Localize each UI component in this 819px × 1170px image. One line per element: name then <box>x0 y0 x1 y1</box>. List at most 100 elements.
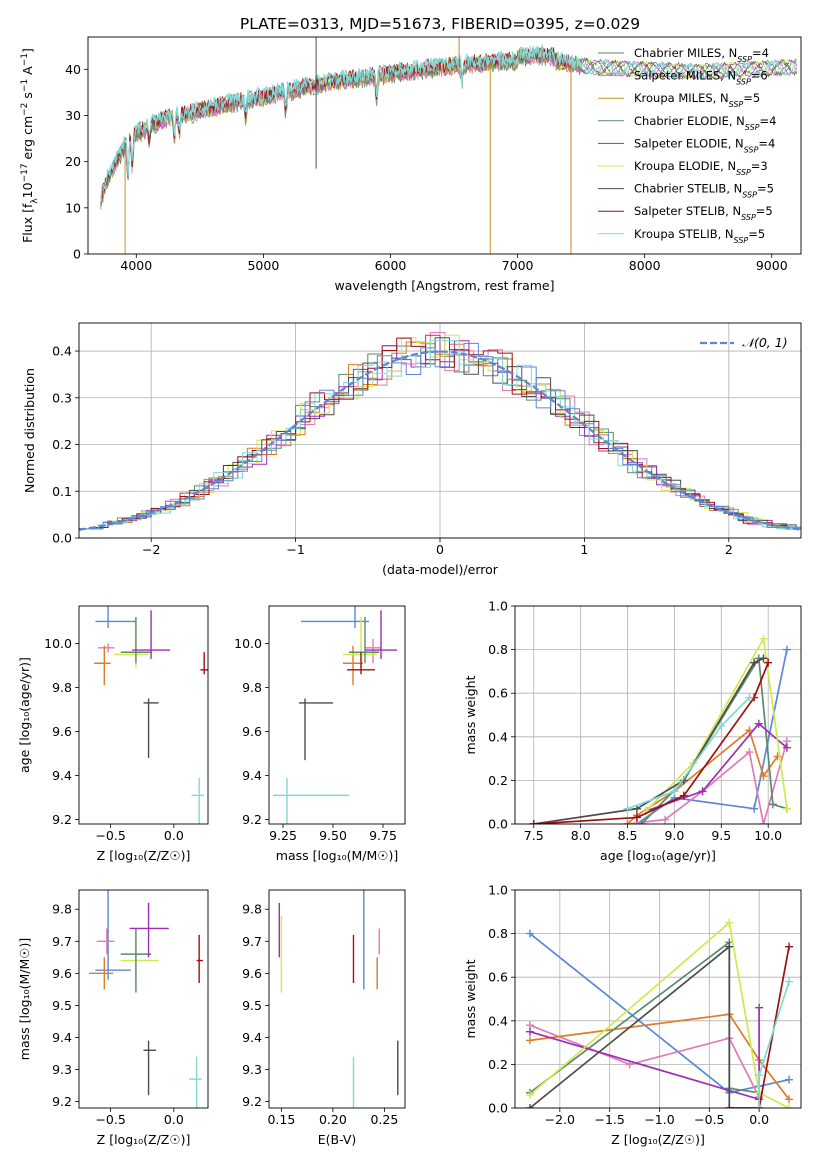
plot-area <box>100 37 798 254</box>
axes: −2 −1 0 1 2 0.0 0.1 0.2 0.3 0.4 (data-model)/error… <box>22 322 802 577</box>
x-tick-label: −2 <box>142 542 160 557</box>
x-tick-label: 8.0 <box>571 828 591 843</box>
series-6 <box>525 942 734 1108</box>
y-tick-label: 9.6 <box>52 724 72 739</box>
y-tick-label: 9.3 <box>242 1062 262 1077</box>
series-line <box>636 649 788 824</box>
data-point <box>343 617 377 668</box>
chart-mass-vs-Z: −0.5 0.0 9.2 9.3 9.4 9.5 9.6 9.7 9.8 Z [log₁₀(Z/Z… <box>17 889 209 1147</box>
y-tick-label: 9.8 <box>52 902 72 917</box>
x-tick-label: 0.0 <box>749 1112 769 1127</box>
series-marker <box>750 804 759 813</box>
series-marker <box>525 1036 534 1045</box>
legend-entry: Salpeter STELIB, NSSP=5 <box>634 204 773 222</box>
data-point <box>273 777 349 824</box>
axes: 4000 5000 6000 7000 8000 9000 0 10 20 30 40 wavelen… <box>20 36 802 293</box>
y-tick-label: 0.2 <box>52 437 72 452</box>
axes-frame <box>514 605 802 825</box>
y-tick-label: 0 <box>73 247 81 262</box>
x-axis-label: (data-model)/error <box>382 562 499 577</box>
x-axis-label: age [log₁₀(age/yr)] <box>600 848 716 863</box>
legend-entry: Kroupa STELIB, NSSP=5 <box>634 227 765 245</box>
y-tick-label: 0.1 <box>52 484 72 499</box>
y-tick-label: 9.4 <box>242 1030 262 1045</box>
legend-entry: Kroupa ELODIE, NSSP=3 <box>634 159 768 177</box>
series-line <box>645 636 788 812</box>
legend-entry: Chabrier ELODIE, NSSP=4 <box>634 114 776 132</box>
histogram-8 <box>88 342 801 530</box>
y-tick-label: 9.2 <box>52 812 72 827</box>
legend-entry: Kroupa MILES, NSSP=5 <box>634 91 760 109</box>
x-tick-label: 9000 <box>756 258 788 273</box>
plot-area <box>273 606 397 824</box>
series-line <box>758 981 790 1108</box>
y-tick-label: 10.0 <box>234 636 262 651</box>
data-point <box>349 617 379 664</box>
x-tick-label: −1.5 <box>594 1112 624 1127</box>
y-tick-label: 9.6 <box>242 724 262 739</box>
axes-frame <box>87 36 802 255</box>
x-tick-label: 0.15 <box>267 1112 295 1127</box>
chart-weight-vs-age: 7.5 8.0 8.5 9.0 9.5 10.0 0.0 0.2 0.4 0.6 0.8 1.0 age… <box>463 599 802 863</box>
normal-curve <box>79 350 801 531</box>
series-marker <box>725 1104 734 1108</box>
data-point <box>97 643 115 653</box>
axes-frame <box>268 889 406 1109</box>
series-marker <box>764 658 773 667</box>
series-5 <box>642 634 791 815</box>
y-axis-label: Normed distribution <box>22 368 37 493</box>
y-tick-label: 0.0 <box>488 817 508 832</box>
data-point <box>96 928 115 955</box>
y-tick-label: 40 <box>65 62 81 77</box>
y-tick-label: 0.6 <box>488 686 508 701</box>
legend: Chabrier MILES, NSSP=4 Salpeter MILES, NS… <box>598 46 776 244</box>
x-tick-label: 9.50 <box>319 828 347 843</box>
plot-area <box>94 606 208 824</box>
plot-area <box>529 634 791 824</box>
series-line <box>627 697 751 810</box>
y-tick-label: 9.8 <box>52 680 72 695</box>
series-marker <box>785 1095 794 1104</box>
axes: 9.25 9.50 9.75 9.2 9.4 9.6 9.8 10.0 mass [log₁₀(… <box>234 605 406 863</box>
data-point <box>200 652 208 675</box>
histogram-6 <box>79 337 801 530</box>
plot-area <box>79 332 801 531</box>
x-axis-label: Z [log₁₀(Z/Z☉)] <box>611 1132 705 1147</box>
series-marker <box>785 1104 794 1108</box>
series-marker <box>745 693 754 702</box>
histogram-7 <box>83 339 801 530</box>
series-marker <box>755 1104 764 1108</box>
series-marker <box>785 942 794 951</box>
data-point <box>95 890 131 980</box>
series-marker <box>754 719 763 728</box>
y-tick-label: 9.4 <box>52 1030 72 1045</box>
series-marker <box>725 942 734 951</box>
plot-area <box>278 890 399 1108</box>
series-marker <box>529 820 538 824</box>
series-marker <box>661 815 670 824</box>
y-axis-label: mass weight <box>463 675 478 754</box>
series-marker <box>525 1027 534 1036</box>
y-tick-label: 0.8 <box>488 926 508 941</box>
series-marker <box>755 1071 764 1080</box>
x-tick-label: −0.5 <box>95 1112 125 1127</box>
series-marker <box>785 1075 794 1084</box>
x-tick-label: 8000 <box>629 258 661 273</box>
chart-spectrum: 4000 5000 6000 7000 8000 9000 0 10 20 30 40 wavelen… <box>20 36 802 293</box>
y-tick-label: 9.8 <box>242 680 262 695</box>
series-line <box>729 946 790 1108</box>
x-tick-label: 0.0 <box>164 1112 184 1127</box>
x-tick-label: −0.5 <box>694 1112 724 1127</box>
series-line <box>646 722 788 812</box>
series-marker <box>768 800 777 809</box>
x-tick-label: 8.5 <box>618 828 638 843</box>
series-marker <box>632 813 641 822</box>
data-point <box>196 934 203 983</box>
series-marker <box>670 787 679 796</box>
series-marker <box>679 791 688 800</box>
y-tick-label: 9.5 <box>242 998 262 1013</box>
legend-entry: Salpeter ELODIE, NSSP=4 <box>634 136 775 154</box>
y-axis-label: mass weight <box>463 959 478 1038</box>
series-marker <box>745 748 754 757</box>
y-tick-label: 9.5 <box>52 998 72 1013</box>
